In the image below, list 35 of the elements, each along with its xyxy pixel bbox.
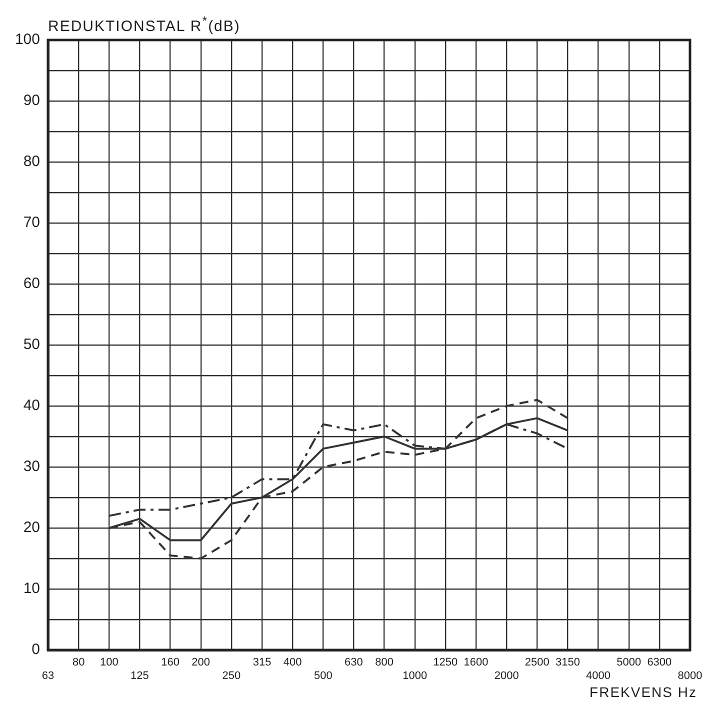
x-tick-label: 800 xyxy=(375,656,394,669)
y-tick-label: 80 xyxy=(23,153,40,170)
y-tick-label: 0 xyxy=(32,641,40,658)
x-tick-label: 80 xyxy=(72,656,85,669)
x-tick-label: 200 xyxy=(192,656,210,669)
y-tick-label: 60 xyxy=(23,275,40,292)
y-tick-label: 40 xyxy=(23,397,40,414)
x-tick-label: 400 xyxy=(283,656,302,669)
x-tick-label: 125 xyxy=(130,670,149,682)
x-tick-label: 1600 xyxy=(464,656,488,669)
y-tick-label: 10 xyxy=(23,580,40,598)
x-tick-label: 250 xyxy=(222,670,241,682)
y-tick-label: 50 xyxy=(23,336,40,354)
x-tick-label: 1000 xyxy=(402,670,428,682)
x-tick-label: 630 xyxy=(344,656,363,669)
y-tick-label: 20 xyxy=(23,519,40,536)
y-tick-label: 30 xyxy=(23,458,40,476)
x-tick-label: 1250 xyxy=(433,656,458,669)
y-tick-label: 100 xyxy=(14,31,40,48)
x-tick-label: 2000 xyxy=(494,670,519,682)
y-axis-title: REDUKTIONSTAL R$^{*}$(dB) xyxy=(48,14,240,35)
x-tick-label: 6300 xyxy=(647,656,672,669)
x-tick-label: 3150 xyxy=(555,656,580,669)
x-tick-label: 315 xyxy=(252,656,272,669)
x-tick-label: 5000 xyxy=(616,656,642,669)
y-tick-label: 90 xyxy=(23,92,40,110)
x-tick-label: 63 xyxy=(42,670,54,682)
x-tick-label: 8000 xyxy=(678,670,702,682)
x-axis-title: FREKVENS Hz xyxy=(590,684,697,700)
x-tick-label: 160 xyxy=(161,656,180,669)
x-tick-label: 100 xyxy=(100,656,118,669)
x-tick-label: 500 xyxy=(314,670,332,682)
x-tick-label: 4000 xyxy=(586,670,611,682)
x-tick-label: 2500 xyxy=(524,656,550,669)
y-tick-label: 70 xyxy=(23,214,40,232)
